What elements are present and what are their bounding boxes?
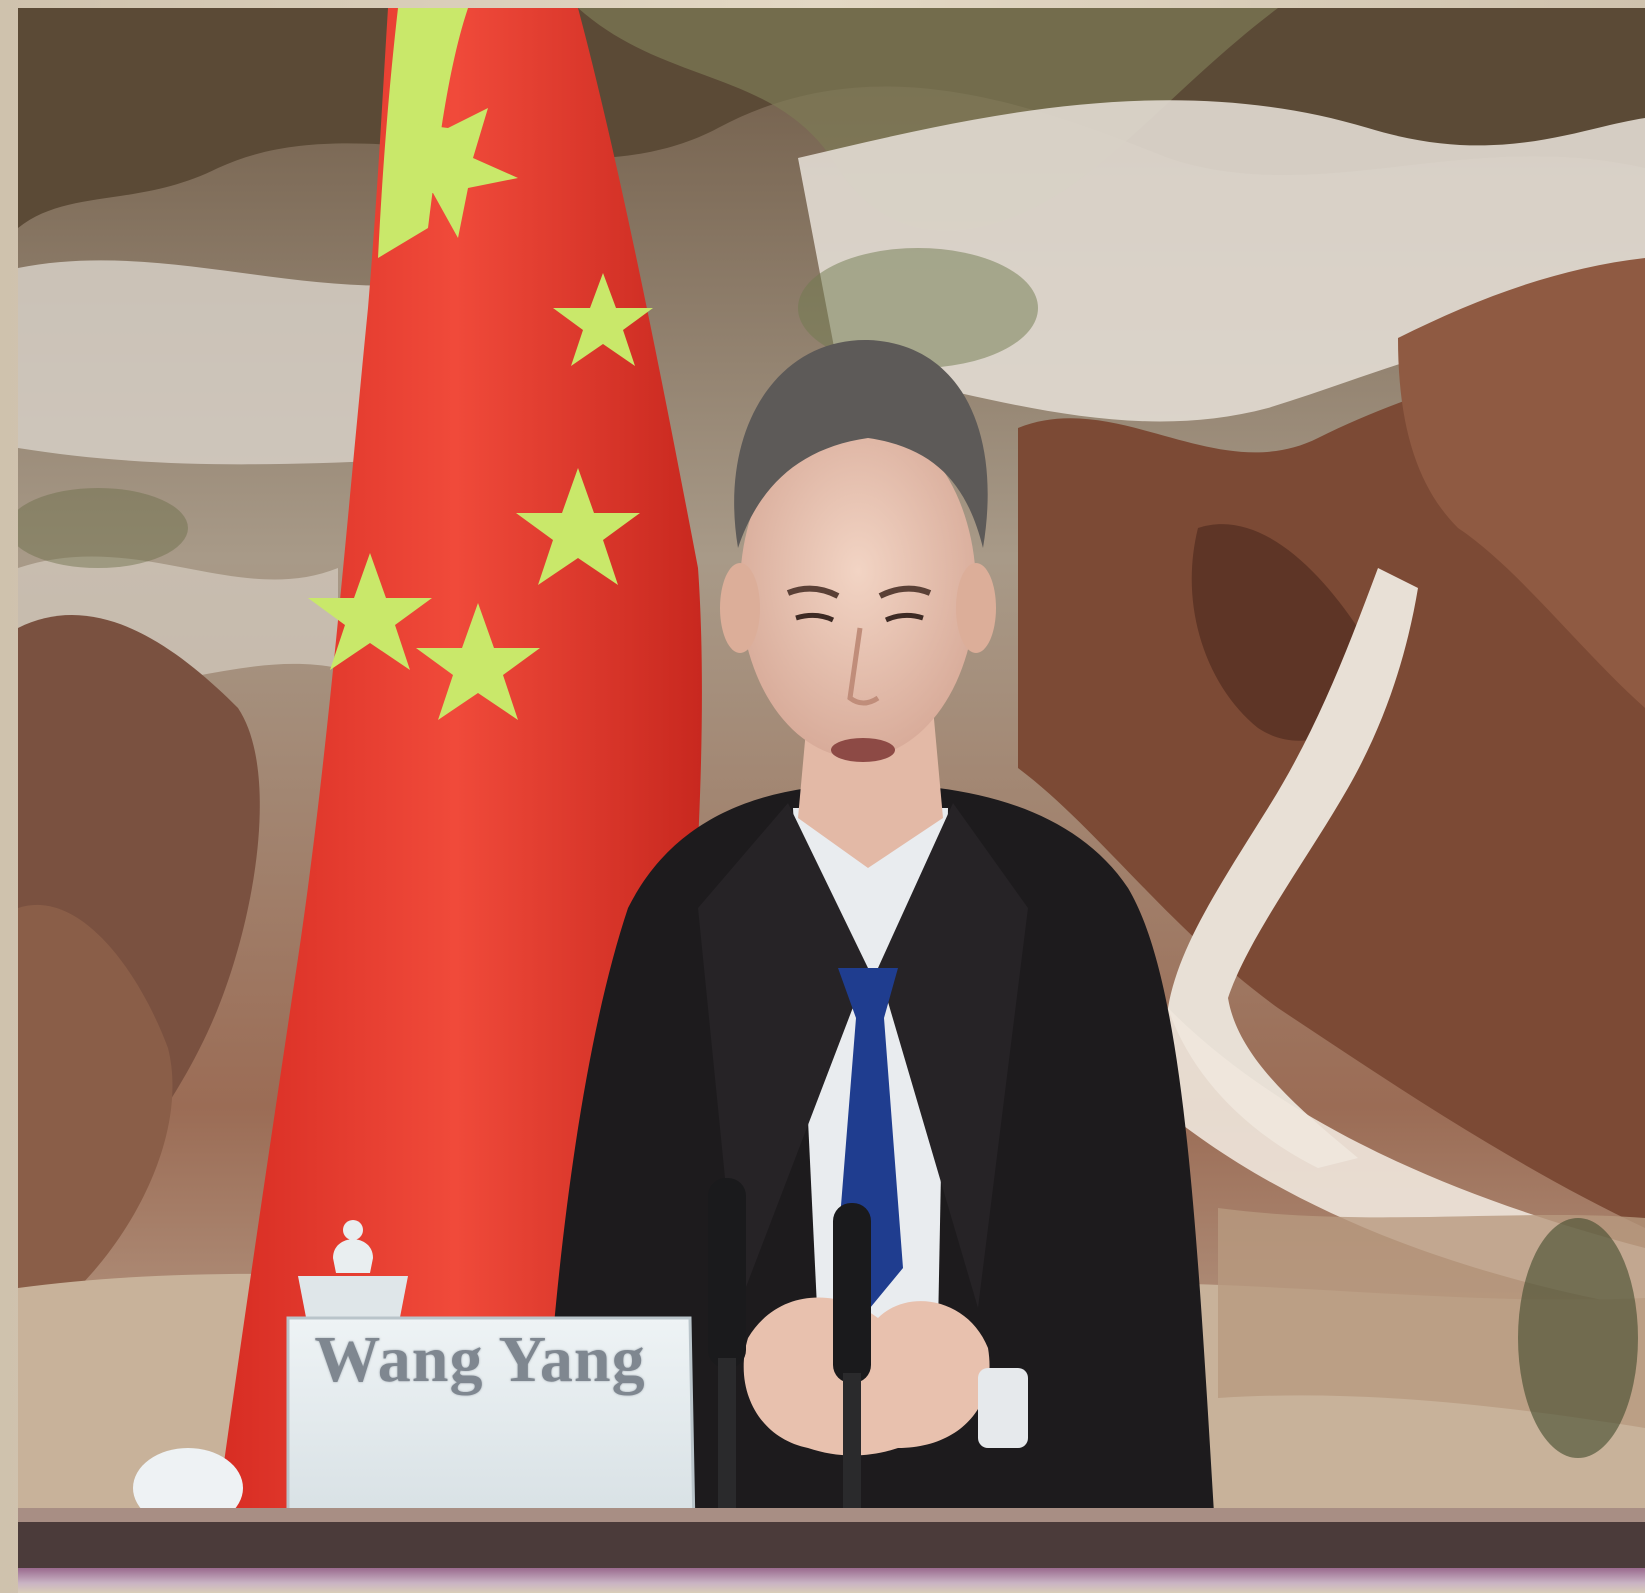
flag-star-icon xyxy=(308,553,432,670)
flag-star-icon xyxy=(553,273,653,366)
face xyxy=(740,418,976,758)
flag-star-icon xyxy=(383,108,518,238)
microphone-icon xyxy=(708,1178,871,1578)
nameplate-name: Wang Yang xyxy=(314,1323,646,1396)
hair xyxy=(734,339,988,548)
photo-bottom-border xyxy=(18,1568,1645,1593)
photo xyxy=(18,8,1645,1578)
flag-star-icon xyxy=(516,468,640,585)
flag-star-icon xyxy=(416,603,540,720)
